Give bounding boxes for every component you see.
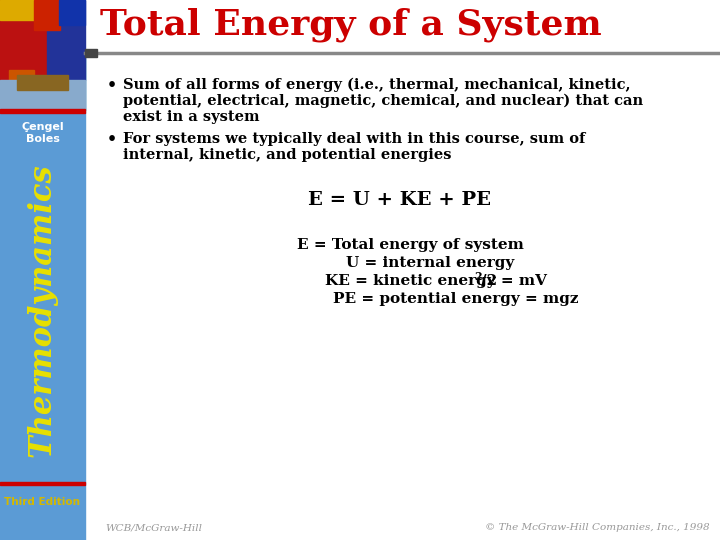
- Bar: [85, 0, 720, 50]
- Bar: [0, 0, 47, 80]
- Bar: [0, 0, 85, 110]
- Bar: [0, 109, 85, 113]
- Text: U = internal energy: U = internal energy: [346, 256, 514, 270]
- Text: Çengel: Çengel: [21, 122, 64, 132]
- Text: KE = kinetic energy = mV: KE = kinetic energy = mV: [325, 274, 547, 288]
- Text: PE = potential energy = mgz: PE = potential energy = mgz: [333, 292, 578, 306]
- Text: WCB/McGraw-Hill: WCB/McGraw-Hill: [105, 523, 202, 532]
- Bar: [47, 0, 85, 80]
- Bar: [17, 75, 68, 90]
- Bar: [60, 0, 85, 25]
- Text: Thermodynamics: Thermodynamics: [27, 163, 58, 457]
- Text: Boles: Boles: [26, 134, 60, 144]
- Bar: [0, 0, 34, 20]
- Text: E = Total energy of system: E = Total energy of system: [297, 238, 523, 252]
- Text: exist in a system: exist in a system: [123, 110, 259, 124]
- Text: For systems we typically deal with in this course, sum of: For systems we typically deal with in th…: [123, 132, 585, 146]
- Text: /2: /2: [481, 274, 497, 288]
- Text: Sum of all forms of energy (i.e., thermal, mechanical, kinetic,: Sum of all forms of energy (i.e., therma…: [123, 78, 631, 92]
- Text: © The McGraw-Hill Companies, Inc., 1998: © The McGraw-Hill Companies, Inc., 1998: [485, 523, 710, 532]
- Bar: [34, 0, 60, 30]
- Bar: [9, 70, 34, 100]
- Text: 2: 2: [474, 272, 482, 282]
- Text: internal, kinetic, and potential energies: internal, kinetic, and potential energie…: [123, 148, 451, 162]
- Bar: [85, 49, 97, 57]
- Bar: [0, 482, 85, 485]
- Text: •: •: [107, 132, 117, 147]
- Bar: [0, 0, 85, 110]
- Bar: [0, 80, 85, 110]
- Text: Total Energy of a System: Total Energy of a System: [100, 8, 602, 42]
- Text: Third Edition: Third Edition: [4, 497, 81, 507]
- Text: E = U + KE + PE: E = U + KE + PE: [308, 191, 492, 209]
- Bar: [0, 0, 85, 540]
- Text: potential, electrical, magnetic, chemical, and nuclear) that can: potential, electrical, magnetic, chemica…: [123, 94, 643, 109]
- Text: •: •: [107, 78, 117, 93]
